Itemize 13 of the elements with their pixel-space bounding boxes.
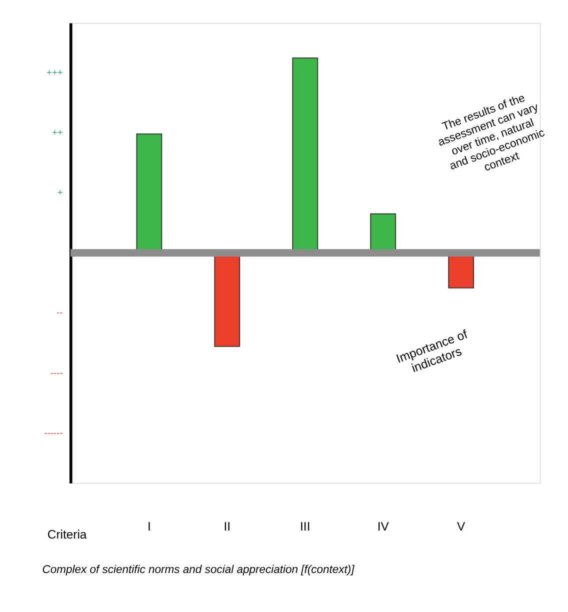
text: ------ — [44, 428, 63, 438]
text: +++ — [46, 67, 64, 78]
text: -- — [56, 308, 63, 318]
x-tick-label: I — [147, 519, 151, 534]
text: ++ — [52, 127, 64, 138]
text: Complex of scientific norms and social appreciation [f(context)] — [42, 564, 356, 576]
x-tick-label: V — [457, 519, 466, 534]
text: ---- — [50, 368, 63, 378]
x-tick-label: II — [224, 519, 231, 534]
x-tick-label: III — [300, 519, 310, 534]
x-axis-title: Criteria — [47, 528, 87, 542]
text: + — [57, 188, 64, 198]
x-tick-label: IV — [377, 519, 390, 534]
